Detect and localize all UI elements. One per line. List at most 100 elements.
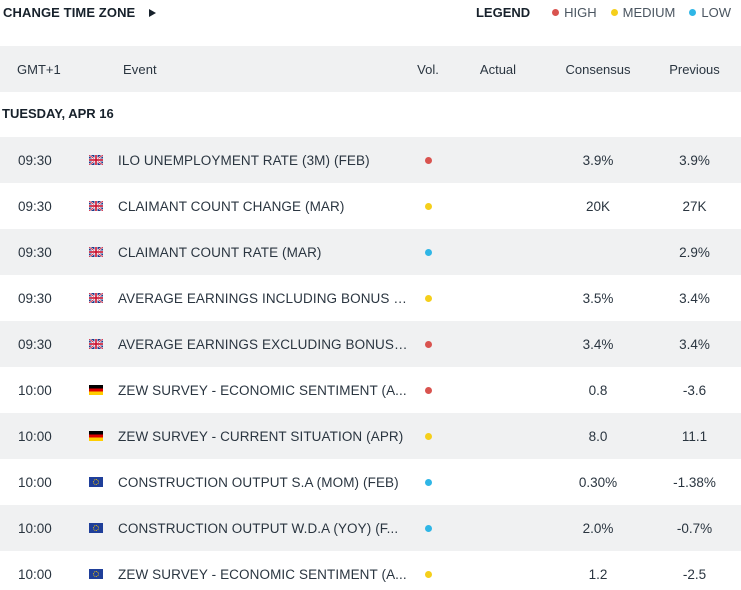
event-previous: 11.1 bbox=[681, 428, 708, 444]
legend-label-low: LOW bbox=[701, 5, 731, 20]
uk-flag-icon bbox=[76, 155, 118, 165]
table-row[interactable]: 10:00 ZEW SURVEY - ECONOMIC SENTIMENT (A.… bbox=[0, 551, 741, 590]
event-consensus: 0.8 bbox=[588, 382, 608, 398]
table-row[interactable]: 10:00 CONSTRUCTION OUTPUT W.D.A (YOY) (F.… bbox=[0, 505, 741, 551]
high-dot-icon bbox=[552, 9, 560, 16]
event-previous: 3.9% bbox=[679, 152, 710, 168]
event-previous: -2.5 bbox=[682, 566, 707, 582]
event-name[interactable]: CLAIMANT COUNT CHANGE (MAR) bbox=[118, 198, 345, 214]
event-previous: -3.6 bbox=[682, 382, 707, 398]
table-header: GMT+1 Event Vol. Actual Consensus Previo… bbox=[0, 46, 741, 92]
event-consensus: 2.0% bbox=[582, 520, 614, 536]
event-previous: 2.9% bbox=[679, 244, 710, 260]
column-header-previous: Previous bbox=[669, 61, 720, 77]
medium-dot-icon bbox=[424, 202, 432, 210]
event-name[interactable]: ZEW SURVEY - ECONOMIC SENTIMENT (A... bbox=[118, 566, 407, 582]
high-dot-icon bbox=[424, 156, 432, 164]
column-header-event: Event bbox=[123, 61, 157, 77]
event-time: 10:00 bbox=[18, 474, 52, 490]
table-row[interactable]: 09:30 AVERAGE EARNINGS EXCLUDING BONUS ..… bbox=[0, 321, 741, 367]
event-consensus: 0.30% bbox=[578, 474, 618, 490]
eu-flag-icon-shape bbox=[89, 477, 103, 487]
volatility-high bbox=[408, 340, 448, 348]
uk-flag-svg bbox=[89, 247, 103, 257]
eu-flag-icon-shape bbox=[89, 569, 103, 579]
event-list: 09:30 ILO UNEMPLOYMENT RATE (3M) (FEB) 3.9… bbox=[0, 137, 741, 590]
volatility-high bbox=[408, 156, 448, 164]
volatility-medium bbox=[408, 294, 448, 302]
volatility-medium bbox=[408, 202, 448, 210]
legend-label-high: HIGH bbox=[564, 5, 597, 20]
legend-label-medium: MEDIUM bbox=[622, 5, 676, 20]
medium-dot-icon bbox=[424, 432, 432, 440]
event-time: 09:30 bbox=[18, 336, 52, 352]
eu-flag-icon bbox=[76, 523, 118, 533]
event-previous: -1.38% bbox=[673, 474, 716, 490]
legend-title: LEGEND bbox=[475, 5, 531, 20]
day-label: TUESDAY, APR 16 bbox=[2, 106, 114, 121]
volatility-low bbox=[408, 524, 448, 532]
germany-flag-icon bbox=[76, 431, 118, 441]
germany-flag-icon-shape bbox=[89, 431, 103, 441]
legend-item-high: HIGH bbox=[552, 5, 597, 20]
medium-dot-icon bbox=[424, 570, 432, 578]
uk-flag-svg bbox=[89, 155, 103, 165]
change-time-zone-button[interactable]: CHANGE TIME ZONE bbox=[3, 5, 157, 20]
event-time: 10:00 bbox=[18, 382, 52, 398]
event-previous: 27K bbox=[682, 198, 707, 214]
column-header-vol: Vol. bbox=[417, 61, 439, 77]
event-consensus: 1.2 bbox=[588, 566, 608, 582]
event-name[interactable]: CONSTRUCTION OUTPUT W.D.A (YOY) (F... bbox=[118, 520, 399, 536]
event-previous: 3.4% bbox=[679, 336, 710, 352]
event-time: 09:30 bbox=[18, 152, 52, 168]
event-consensus: 3.4% bbox=[582, 336, 614, 352]
germany-flag-icon bbox=[76, 385, 118, 395]
event-name[interactable]: AVERAGE EARNINGS INCLUDING BONUS (... bbox=[118, 290, 408, 306]
event-time: 09:30 bbox=[18, 290, 52, 306]
event-name[interactable]: ZEW SURVEY - CURRENT SITUATION (APR) bbox=[118, 428, 404, 444]
low-dot-icon bbox=[424, 248, 432, 256]
uk-flag-icon bbox=[76, 339, 118, 349]
event-previous: -0.7% bbox=[676, 520, 713, 536]
event-consensus: 3.5% bbox=[582, 290, 614, 306]
table-row[interactable]: 10:00 CONSTRUCTION OUTPUT S.A (MOM) (FEB)… bbox=[0, 459, 741, 505]
germany-flag-icon-shape bbox=[89, 385, 103, 395]
legend-item-medium: MEDIUM bbox=[610, 5, 676, 20]
eu-flag-icon bbox=[76, 477, 118, 487]
change-time-zone-label: CHANGE TIME ZONE bbox=[3, 5, 136, 20]
uk-flag-icon bbox=[76, 293, 118, 303]
event-name[interactable]: ILO UNEMPLOYMENT RATE (3M) (FEB) bbox=[118, 152, 370, 168]
table-row[interactable]: 09:30 AVERAGE EARNINGS INCLUDING BONUS (.… bbox=[0, 275, 741, 321]
high-dot-icon bbox=[424, 386, 432, 394]
table-row[interactable]: 10:00 ZEW SURVEY - ECONOMIC SENTIMENT (A.… bbox=[0, 367, 741, 413]
volatility-medium bbox=[408, 570, 448, 578]
table-row[interactable]: 10:00 ZEW SURVEY - CURRENT SITUATION (APR… bbox=[0, 413, 741, 459]
event-name[interactable]: ZEW SURVEY - ECONOMIC SENTIMENT (A... bbox=[118, 382, 407, 398]
legend: LEGEND HIGH MEDIUM LOW bbox=[476, 5, 731, 20]
table-row[interactable]: 09:30 ILO UNEMPLOYMENT RATE (3M) (FEB) 3.9… bbox=[0, 137, 741, 183]
event-time: 10:00 bbox=[18, 566, 52, 582]
event-consensus: 8.0 bbox=[588, 428, 608, 444]
event-name[interactable]: CONSTRUCTION OUTPUT S.A (MOM) (FEB) bbox=[118, 474, 399, 490]
event-name[interactable]: CLAIMANT COUNT RATE (MAR) bbox=[118, 244, 322, 260]
uk-flag-svg bbox=[89, 293, 103, 303]
uk-flag-svg bbox=[89, 201, 103, 211]
column-header-consensus: Consensus bbox=[565, 61, 631, 77]
volatility-medium bbox=[408, 432, 448, 440]
low-dot-icon bbox=[424, 478, 432, 486]
event-time: 10:00 bbox=[18, 428, 52, 444]
medium-dot-icon bbox=[424, 294, 432, 302]
event-time: 10:00 bbox=[18, 520, 52, 536]
event-consensus: 3.9% bbox=[582, 152, 614, 168]
legend-item-low: LOW bbox=[689, 5, 731, 20]
table-row[interactable]: 09:30 CLAIMANT COUNT RATE (MAR) 2.9% bbox=[0, 229, 741, 275]
uk-flag-svg bbox=[89, 339, 103, 349]
top-bar: CHANGE TIME ZONE LEGEND HIGH MEDIUM LOW bbox=[0, 0, 741, 28]
column-header-actual: Actual bbox=[479, 61, 517, 77]
event-name[interactable]: AVERAGE EARNINGS EXCLUDING BONUS ... bbox=[118, 336, 408, 352]
low-dot-icon bbox=[689, 9, 697, 16]
table-row[interactable]: 09:30 CLAIMANT COUNT CHANGE (MAR) 20K 27K bbox=[0, 183, 741, 229]
event-time: 09:30 bbox=[18, 198, 52, 214]
uk-flag-icon bbox=[76, 201, 118, 211]
event-consensus: 20K bbox=[585, 198, 611, 214]
